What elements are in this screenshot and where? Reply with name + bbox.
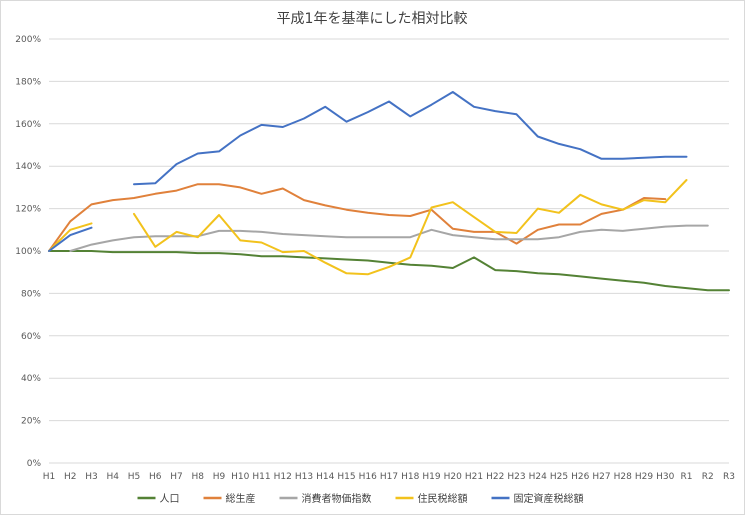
series-line-2 — [69, 224, 709, 252]
x-tick-label: H14 — [316, 472, 334, 482]
series-line-1 — [48, 183, 667, 252]
x-tick-label: H20 — [444, 472, 462, 482]
x-tick-label: H28 — [614, 472, 632, 482]
y-axis-ticks: 0% 20% 40% 60% 80% 100% 120% 140% 160% 180% 200% — [15, 35, 41, 469]
legend-label-2: 消費者物価指数 — [302, 492, 372, 505]
legend-label-4: 固定資産税総額 — [514, 492, 584, 505]
x-tick-label: H8 — [192, 472, 205, 482]
x-tick-label: H25 — [550, 472, 568, 482]
y-tick-label: 60% — [21, 332, 41, 342]
y-tick-label: 80% — [21, 289, 41, 299]
legend-label-1: 総生産 — [226, 492, 256, 505]
x-tick-label: R1 — [681, 472, 693, 482]
y-tick-label: 20% — [21, 417, 41, 427]
x-tick-label: H27 — [592, 472, 610, 482]
x-tick-label: H4 — [107, 472, 120, 482]
x-tick-label: H15 — [337, 472, 355, 482]
chart-title: 平成1年を基準にした相対比較 — [277, 10, 468, 27]
y-tick-label: 40% — [21, 374, 41, 384]
y-tick-label: 100% — [15, 247, 41, 257]
x-axis-ticks: H1 H2 H3 H4 H5 H6 H7 H8 H9 H10 H11 H12 H13 H14 H15 H16 H… — [43, 472, 735, 482]
y-tick-label: 0% — [27, 459, 42, 469]
x-tick-label: H18 — [401, 472, 419, 482]
x-tick-label: H5 — [128, 472, 141, 482]
series-line-4 — [48, 91, 688, 252]
x-tick-label: H24 — [529, 472, 547, 482]
series-layer — [48, 91, 730, 292]
x-tick-label: H7 — [170, 472, 183, 482]
x-tick-label: H29 — [635, 472, 653, 482]
x-tick-label: H26 — [571, 472, 589, 482]
x-tick-label: H1 — [43, 472, 56, 482]
x-tick-label: H11 — [252, 472, 270, 482]
y-tick-label: 120% — [15, 205, 41, 215]
y-tick-label: 200% — [15, 35, 41, 45]
x-tick-label: H17 — [380, 472, 398, 482]
x-tick-label: H19 — [422, 472, 440, 482]
series-line-0 — [48, 250, 730, 292]
x-tick-label: H23 — [507, 472, 525, 482]
x-tick-label: H9 — [213, 472, 226, 482]
grid-layer — [49, 38, 729, 464]
x-tick-label: R2 — [702, 472, 714, 482]
series-line-3 — [48, 179, 688, 276]
x-tick-label: H13 — [295, 472, 313, 482]
x-tick-label: H2 — [64, 472, 77, 482]
x-tick-label: H10 — [231, 472, 249, 482]
y-tick-label: 160% — [15, 120, 41, 130]
y-tick-label: 180% — [15, 77, 41, 87]
x-tick-label: H12 — [274, 472, 292, 482]
x-tick-label: R3 — [723, 472, 735, 482]
x-tick-label: H3 — [85, 472, 98, 482]
x-tick-label: H6 — [149, 472, 162, 482]
x-tick-label: H30 — [656, 472, 674, 482]
y-tick-label: 140% — [15, 162, 41, 172]
legend-label-0: 人口 — [160, 493, 180, 505]
legend: 人口 総生産 消費者物価指数 住民税総額 固定資産税総額 — [137, 492, 584, 505]
x-tick-label: H16 — [359, 472, 377, 482]
x-tick-label: H22 — [486, 472, 504, 482]
x-tick-label: H21 — [465, 472, 483, 482]
legend-label-3: 住民税総額 — [418, 492, 468, 505]
